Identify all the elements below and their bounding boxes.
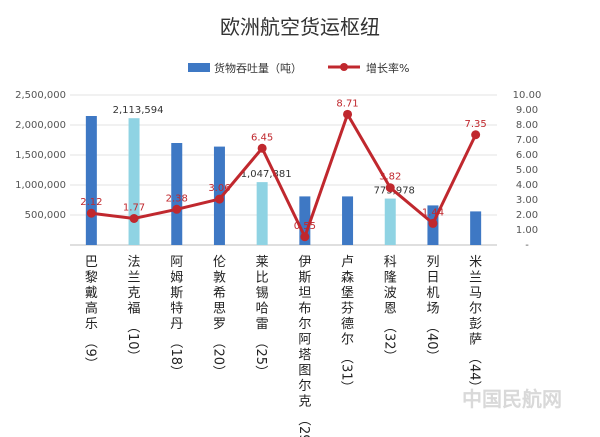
category-rank-label: （18） <box>168 336 183 379</box>
category-label: 卢森堡芬德尔 <box>341 254 354 348</box>
y-left-tick-label: 500,000 <box>25 210 66 221</box>
line-point <box>129 213 139 223</box>
x-axis-categories: 巴黎戴高乐 法兰克福 阿姆斯特丹 伦敦希思罗 莱比锡哈雷 伊斯坦布尔阿塔图尔克 卢森堡芬德尔… <box>82 254 482 437</box>
y-right-tick-label: 9.00 <box>516 105 538 116</box>
line-data-label: 7.35 <box>465 119 487 130</box>
category-label: 伊斯坦布尔阿塔图尔克 <box>298 255 311 410</box>
category-rank-label: （29） <box>296 413 311 437</box>
category-label: 莱比锡哈雷 <box>256 255 269 332</box>
bar <box>299 196 311 245</box>
bar <box>171 143 183 245</box>
category-rank-label: （20） <box>210 336 225 379</box>
bar <box>342 196 354 245</box>
category-rank-label: （31） <box>339 351 354 394</box>
category-label: 列日机场 <box>426 255 439 317</box>
legend-bar-swatch <box>188 63 210 72</box>
y-right-tick-label: 10.00 <box>513 90 542 101</box>
category-rank-label: （44） <box>467 351 482 394</box>
category-label: 米兰马尔彭萨 <box>469 255 482 348</box>
category-rank-label: （9） <box>82 336 97 370</box>
line-point <box>214 194 224 204</box>
category-rank-label: （40） <box>424 320 439 363</box>
line-data-labels: 2.12 1.77 2.38 3.06 6.45 0.55 8.71 3.82 1.44 7.35 <box>80 98 487 231</box>
legend-bar-label: 货物吞吐量（吨） <box>214 61 302 75</box>
category-label: 伦敦希思罗 <box>213 255 226 332</box>
line-data-label: 1.77 <box>123 202 145 213</box>
line-point <box>343 109 353 119</box>
line-data-label: 3.82 <box>379 172 401 183</box>
y-left-tick-label: 1,500,000 <box>15 150 66 161</box>
legend-line-marker <box>340 63 348 71</box>
y-right-tick-label: 4.00 <box>516 180 538 191</box>
y-right-tick-label: 2.00 <box>516 210 538 221</box>
line-data-label: 1.44 <box>422 207 444 218</box>
bar-data-label: 1,047,881 <box>241 169 292 180</box>
gridlines <box>70 94 497 246</box>
line-data-label: 6.45 <box>251 132 273 143</box>
line-data-label: 8.71 <box>336 98 358 109</box>
bar <box>256 182 268 245</box>
line-point <box>428 218 438 228</box>
line-data-label: 0.55 <box>294 221 316 232</box>
y-right-tick-label: 3.00 <box>516 195 538 206</box>
bar <box>470 211 482 245</box>
category-rank-label: （25） <box>253 336 268 379</box>
y-right-tick-label: 6.00 <box>516 150 538 161</box>
watermark-text: 中国民航网 <box>462 387 562 411</box>
category-rank-label: （32） <box>381 320 396 363</box>
category-label: 巴黎戴高乐 <box>85 255 98 332</box>
bar <box>85 116 97 245</box>
y-left-tick-label: 2,000,000 <box>15 120 66 131</box>
line-data-label: 3.06 <box>208 183 230 194</box>
growth-rate-line <box>91 112 478 239</box>
y-right-tick-label: 1.00 <box>516 225 538 236</box>
y-right-tick-label: 8.00 <box>516 120 538 131</box>
y-right-tick-label: 7.00 <box>516 135 538 146</box>
line-point <box>257 143 267 153</box>
y-right-tick-label: - <box>525 240 529 251</box>
y-axis-right: - 1.00 2.00 3.00 4.00 5.00 6.00 7.00 8.00 9.00 10.… <box>513 90 542 251</box>
line-point <box>300 232 310 242</box>
category-label: 法兰克福 <box>128 255 141 317</box>
y-left-tick-label: 1,000,000 <box>15 180 66 191</box>
line-data-label: 2.38 <box>166 193 188 204</box>
bar <box>128 118 140 245</box>
legend-line-label: 增长率% <box>366 61 409 75</box>
category-label: 阿姆斯特丹 <box>170 255 183 332</box>
y-left-tick-label: 2,500,000 <box>15 90 66 101</box>
y-right-tick-label: 5.00 <box>516 165 538 176</box>
legend: 货物吞吐量（吨） 增长率% <box>188 61 409 75</box>
y-axis-left: 500,000 1,000,000 1,500,000 2,000,000 2,500,… <box>15 90 66 221</box>
line-series <box>86 109 481 242</box>
chart-title: 欧洲航空货运枢纽 <box>220 15 380 39</box>
line-point <box>86 208 96 218</box>
line-point <box>172 204 182 214</box>
line-point <box>385 183 395 193</box>
bar <box>384 198 396 245</box>
category-label: 科隆波恩 <box>384 255 397 317</box>
category-rank-label: （10） <box>125 320 140 363</box>
bar-data-label: 2,113,594 <box>113 105 164 116</box>
line-data-label: 2.12 <box>80 197 102 208</box>
line-point <box>471 130 481 140</box>
